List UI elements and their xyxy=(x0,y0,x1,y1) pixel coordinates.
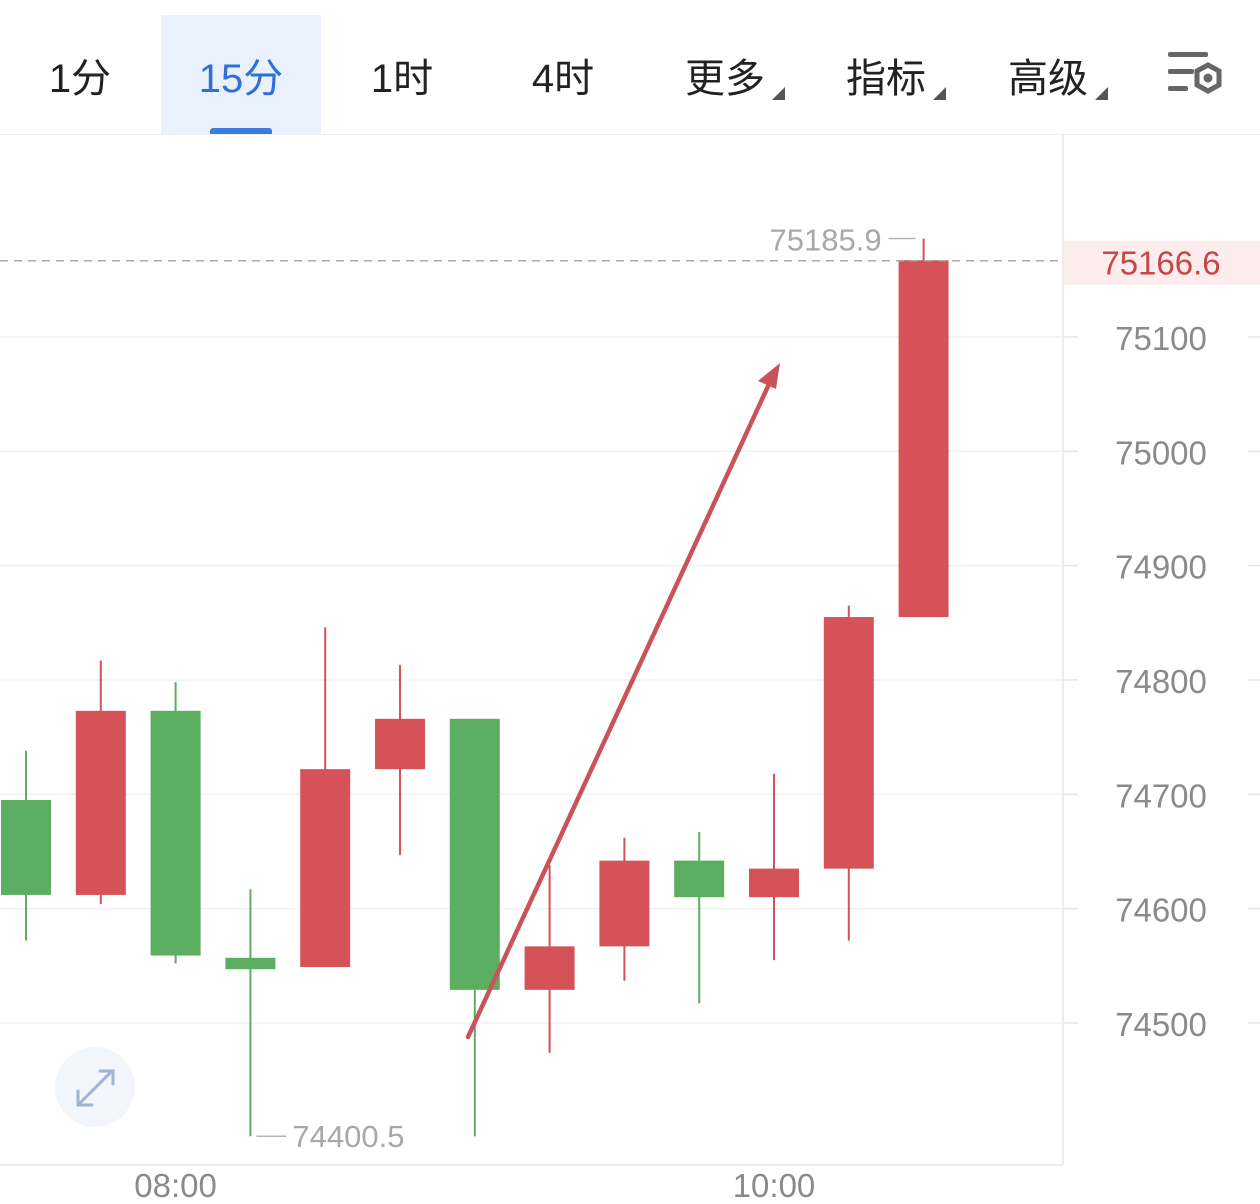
tab-label: 更多 xyxy=(685,56,765,101)
y-tick-label: 74800 xyxy=(1115,663,1207,700)
y-tick-label: 74600 xyxy=(1115,892,1207,929)
candlestick-chart[interactable]: 74500 74600 74700 74800 74900 75000 75100 08:00… xyxy=(0,135,1260,1204)
y-tick-label: 74500 xyxy=(1115,1006,1207,1043)
tab-label: 4时 xyxy=(531,56,595,101)
candle-body[interactable] xyxy=(524,946,575,990)
candle-body[interactable] xyxy=(749,868,799,898)
x-tick-label: 08:00 xyxy=(134,1167,217,1204)
tab-label: 指标 xyxy=(846,56,926,101)
y-tick-label: 75000 xyxy=(1115,434,1207,471)
trend-arrowhead xyxy=(758,363,780,389)
chart-settings-icon[interactable] xyxy=(1160,48,1226,100)
active-tab-indicator xyxy=(210,128,272,134)
tab-2[interactable]: 15分 xyxy=(161,15,321,134)
candle-body[interactable] xyxy=(75,710,126,895)
candle-body[interactable] xyxy=(898,260,949,618)
dropdown-caret-icon xyxy=(1095,87,1108,100)
tab-label: 1分 xyxy=(48,56,112,101)
candle-body[interactable] xyxy=(300,769,351,967)
tab-label: 高级 xyxy=(1008,56,1088,101)
tab-1[interactable]: 1分 xyxy=(0,15,160,134)
tab-label: 15分 xyxy=(198,56,284,101)
expand-icon xyxy=(76,1069,115,1107)
low-price-label: 74400.5 xyxy=(292,1119,404,1154)
y-tick-label: 74900 xyxy=(1115,549,1207,586)
x-tick-label: 10:00 xyxy=(733,1167,816,1204)
last-price-label: 75166.6 xyxy=(1101,245,1220,282)
candle-body[interactable] xyxy=(375,718,425,770)
dropdown-caret-icon xyxy=(772,87,785,100)
tab-6[interactable]: 指标 xyxy=(806,15,966,134)
candle-body[interactable] xyxy=(1,800,51,895)
last-price-badge xyxy=(1064,240,1260,285)
candle-body[interactable] xyxy=(823,617,874,869)
tab-7[interactable]: 高级 xyxy=(968,15,1128,134)
candle-body[interactable] xyxy=(449,718,500,990)
y-tick-label: 74700 xyxy=(1115,777,1207,814)
dropdown-caret-icon xyxy=(933,87,946,100)
candle-body[interactable] xyxy=(599,860,650,947)
tab-5[interactable]: 更多 xyxy=(645,15,805,134)
tab-3[interactable]: 1时 xyxy=(322,15,482,134)
trend-arrow-line xyxy=(465,379,773,1040)
timeframe-toolbar: 1分 15分 1时 4时 更多 指标 高级 xyxy=(0,0,1260,135)
high-price-label: 75185.9 xyxy=(770,223,882,258)
tab-4[interactable]: 4时 xyxy=(483,15,643,134)
tab-label: 1时 xyxy=(370,56,434,101)
y-tick-label: 75100 xyxy=(1115,320,1207,357)
candle-body[interactable] xyxy=(225,957,276,970)
candle-body[interactable] xyxy=(674,860,725,898)
candle-body[interactable] xyxy=(150,710,201,956)
